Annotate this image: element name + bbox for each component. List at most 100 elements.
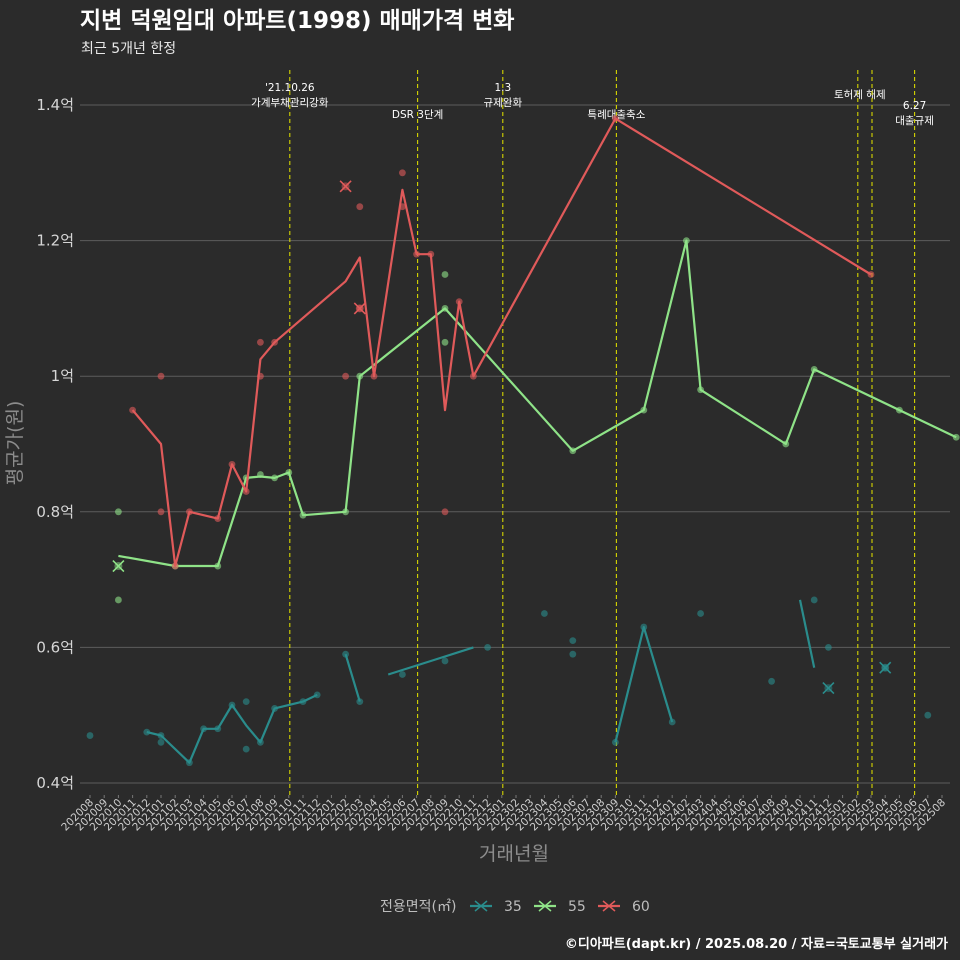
- data-point-35: [569, 650, 577, 658]
- data-point-60: [129, 406, 137, 414]
- data-point-55: [285, 469, 293, 476]
- legend-item-35: 35: [470, 899, 522, 915]
- data-point-35: [399, 671, 406, 678]
- data-point-35: [768, 677, 775, 685]
- data-point-35: [228, 701, 236, 709]
- data-point-60: [612, 115, 619, 122]
- data-point-55: [214, 562, 222, 570]
- data-point-55: [115, 596, 122, 604]
- data-point-35: [299, 698, 307, 706]
- y-tick-label: 0.8억: [36, 503, 74, 521]
- legend: 전용면적(㎡) 35 55 60: [380, 899, 650, 915]
- data-point-55: [271, 474, 278, 482]
- cross-mark-35: [822, 682, 835, 695]
- data-point-35: [86, 732, 94, 739]
- data-point-60: [342, 372, 349, 380]
- data-point-55: [441, 338, 449, 346]
- data-point-35: [825, 644, 832, 651]
- series-line-35: [344, 653, 361, 702]
- data-point-60: [356, 203, 364, 211]
- tick-labels: 0.4억0.6억0.8억1억1.2억1.4억202008202009202010…: [36, 96, 948, 833]
- legend-swatch-cross: [602, 900, 616, 912]
- series-55: [112, 237, 960, 604]
- data-point-60: [455, 298, 463, 306]
- data-point-55: [896, 406, 903, 414]
- data-point-60: [399, 169, 406, 177]
- legend-label-35: 35: [504, 899, 522, 915]
- series-35: [86, 596, 932, 767]
- data-point-55: [441, 271, 449, 278]
- data-point-60: [214, 515, 222, 522]
- data-point-55: [342, 508, 349, 516]
- data-point-55: [569, 447, 577, 455]
- data-point-35: [697, 610, 704, 617]
- data-point-55: [640, 406, 648, 414]
- series-line-35: [798, 599, 816, 668]
- gridlines: [80, 104, 950, 784]
- data-point-35: [569, 637, 577, 645]
- data-point-35: [356, 698, 364, 706]
- data-point-60: [228, 460, 236, 468]
- data-point-60: [413, 250, 420, 258]
- data-point-55: [952, 433, 960, 441]
- legend-title: 전용면적(㎡): [380, 899, 456, 915]
- event-label: '21.10.26: [265, 82, 315, 94]
- data-point-35: [157, 732, 165, 739]
- data-point-35: [640, 623, 648, 631]
- cross-mark-60: [353, 302, 366, 315]
- legend-label-55: 55: [568, 899, 586, 915]
- data-point-55: [115, 508, 122, 516]
- series-line-60: [131, 117, 872, 568]
- y-axis-title: 평균가(원): [4, 401, 26, 486]
- event-label: 토허제 해제: [834, 88, 886, 101]
- data-point-35: [612, 738, 619, 746]
- legend-item-60: 60: [598, 899, 650, 915]
- data-point-55: [356, 372, 364, 380]
- data-point-35: [668, 718, 676, 726]
- data-point-35: [143, 728, 151, 736]
- event-label: 규제완화: [483, 96, 522, 109]
- source-caption: ©디아파트(dapt.kr) / 2025.08.20 / 자료=국토교통부 실…: [565, 936, 948, 952]
- data-point-60: [157, 508, 165, 516]
- cross-mark-55: [112, 559, 125, 573]
- data-point-35: [541, 610, 548, 617]
- data-point-60: [257, 372, 264, 380]
- legend-label-60: 60: [632, 899, 650, 915]
- data-point-35: [924, 711, 932, 719]
- chart-title: 지변 덕원임대 아파트(1998) 매매가격 변화: [80, 8, 514, 34]
- cross-mark-60: [339, 180, 352, 193]
- event-label: DSR 3단계: [392, 109, 443, 121]
- event-label: 1.3: [494, 82, 511, 94]
- y-tick-label: 0.4억: [36, 774, 74, 792]
- data-point-55: [299, 511, 307, 519]
- event-label: 6.27: [903, 100, 926, 112]
- data-point-35: [242, 745, 250, 753]
- data-point-60: [257, 338, 264, 346]
- data-point-35: [257, 738, 264, 746]
- event-label: 특례대출축소: [587, 109, 645, 121]
- data-point-60: [427, 250, 435, 258]
- data-point-60: [867, 271, 875, 278]
- data-point-35: [186, 759, 193, 767]
- data-point-35: [242, 698, 250, 706]
- data-point-55: [683, 237, 690, 245]
- y-tick-label: 1.4억: [36, 96, 74, 114]
- data-point-60: [171, 562, 179, 570]
- series-line-55: [118, 239, 957, 568]
- y-tick-label: 1억: [51, 367, 74, 385]
- data-point-60: [186, 508, 193, 516]
- data-point-55: [782, 440, 790, 448]
- data-point-60: [242, 488, 250, 495]
- data-point-60: [370, 372, 378, 380]
- data-point-35: [441, 657, 449, 665]
- legend-swatch-cross: [538, 900, 552, 912]
- data-point-35: [157, 738, 165, 746]
- data-point-35: [810, 596, 818, 604]
- data-point-35: [200, 725, 208, 733]
- data-point-35: [342, 650, 349, 658]
- legend-item-55: 55: [534, 899, 586, 915]
- data-point-35: [484, 644, 491, 651]
- series-line-35: [387, 646, 474, 676]
- y-tick-label: 1.2억: [36, 232, 74, 250]
- cross-mark-35: [879, 661, 892, 674]
